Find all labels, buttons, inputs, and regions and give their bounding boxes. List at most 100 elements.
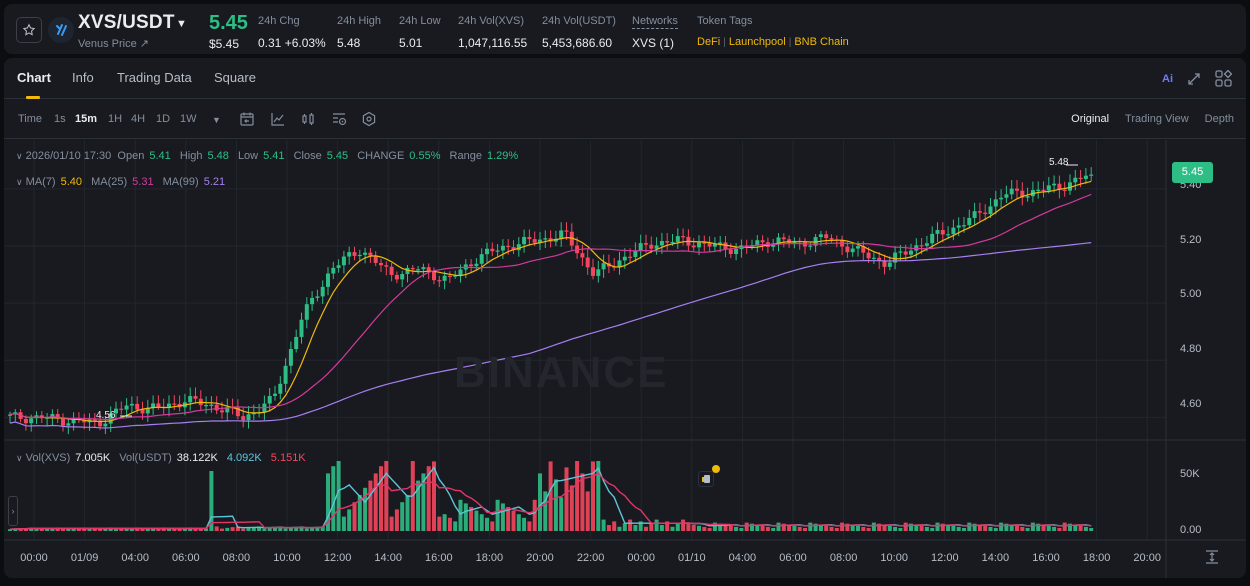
notification-dot xyxy=(712,465,720,473)
view-depth[interactable]: Depth xyxy=(1204,113,1234,125)
legend-label: Open xyxy=(117,150,145,162)
legend-label: MA(99) xyxy=(162,176,199,188)
stat-value: XVS (1) xyxy=(632,36,675,50)
ma-legend[interactable]: ∨ MA(7) 5.40 MA(25) 5.31 MA(99) 5.21 xyxy=(16,176,226,188)
news-button[interactable] xyxy=(698,471,714,487)
legend-vol-usdt: 38.122K xyxy=(176,452,218,464)
y-tick: 5.00 xyxy=(1180,288,1202,300)
stat-label: 24h Vol(XVS) xyxy=(458,15,525,27)
legend-ma99: 5.21 xyxy=(203,176,226,188)
chart-settings-icon[interactable] xyxy=(331,111,347,127)
legend-low: 5.41 xyxy=(263,150,285,162)
x-tick: 12:00 xyxy=(931,552,959,564)
stat-24h-change: 24h Chg 0.31 +6.03% xyxy=(258,15,326,50)
y-tick: 5.20 xyxy=(1180,234,1202,246)
x-tick: 04:00 xyxy=(121,552,149,564)
stat-value: 5.01 xyxy=(399,36,423,50)
interval-15m[interactable]: 15m xyxy=(75,113,98,125)
y-tick: 4.80 xyxy=(1180,343,1202,355)
coin-price-link[interactable]: Venus Price ↗ xyxy=(78,38,149,50)
volume-tick: 0.00 xyxy=(1180,524,1202,536)
stat-24h-vol-base: 24h Vol(XVS) 1,047,116.55 xyxy=(458,15,527,50)
legend-vol-ma1: 4.092K xyxy=(226,452,262,464)
legend-close: 5.45 xyxy=(326,150,349,162)
x-tick: 20:00 xyxy=(526,552,554,564)
legend-label: Low xyxy=(237,150,259,162)
star-icon xyxy=(22,23,36,36)
tag-bnb-chain[interactable]: BNB Chain xyxy=(794,36,849,48)
tab-info[interactable]: Info xyxy=(72,70,94,85)
news-icon xyxy=(702,475,710,483)
binance-watermark: BINANCE xyxy=(454,348,669,397)
legend-vol-ma2: 5.151K xyxy=(270,452,306,464)
stat-value: 5,453,686.60 xyxy=(542,36,613,50)
pair-symbol[interactable]: XVS/USDT xyxy=(78,12,175,33)
coin-logo xyxy=(48,17,74,43)
legend-ma25: 5.31 xyxy=(132,176,154,188)
chart-canvas[interactable]: BINANCE ∨ 2026/01/10 17:30 Open 5.41 High… xyxy=(4,140,1246,578)
x-tick: 14:00 xyxy=(374,552,402,564)
stat-24h-high: 24h High 5.48 xyxy=(337,15,381,50)
tab-chart[interactable]: Chart xyxy=(17,70,51,85)
last-price: 5.45 xyxy=(209,12,248,34)
hexagon-settings-icon[interactable] xyxy=(361,111,377,127)
high-marker: 5.48 xyxy=(1049,157,1069,168)
pair-dropdown-icon[interactable]: ▼ xyxy=(176,18,187,30)
stat-networks[interactable]: Networks XVS (1) xyxy=(632,15,678,50)
last-price-tag: 5.45 xyxy=(1172,162,1213,183)
interval-4h[interactable]: 4H xyxy=(131,113,146,125)
favorite-button[interactable] xyxy=(16,17,42,43)
token-tags: Token Tags DeFi | Launchpool | BNB Chain xyxy=(697,15,849,48)
x-tick: 01/09 xyxy=(70,552,99,564)
interval-1s[interactable]: 1s xyxy=(54,113,66,125)
x-tick: 12:00 xyxy=(323,552,352,564)
legend-label: Vol(XVS) xyxy=(25,452,71,464)
layout-icon[interactable] xyxy=(1215,70,1232,87)
candle-type-icon[interactable] xyxy=(300,111,316,127)
tab-square[interactable]: Square xyxy=(214,70,256,85)
stat-label: 24h Low xyxy=(399,15,441,27)
ai-icon[interactable]: Ai xyxy=(1162,72,1173,85)
legend-label: High xyxy=(179,150,203,162)
legend-label: Vol(USDT) xyxy=(119,452,172,464)
x-tick: 04:00 xyxy=(728,552,757,564)
expand-icon[interactable] xyxy=(1187,72,1201,86)
x-tick: 18:00 xyxy=(1082,552,1111,564)
x-tick: 16:00 xyxy=(1032,552,1060,564)
x-tick: 08:00 xyxy=(829,552,858,564)
volume-tick: 50K xyxy=(1180,468,1200,480)
stat-24h-low: 24h Low 5.01 xyxy=(399,15,441,50)
tag-launchpool[interactable]: Launchpool xyxy=(728,36,786,48)
tab-bar: Chart Info Trading Data Square Ai xyxy=(4,58,1246,99)
x-tick: 22:00 xyxy=(576,552,605,564)
view-original[interactable]: Original xyxy=(1071,113,1110,125)
legend-label: CHANGE xyxy=(357,150,405,162)
x-tick: 10:00 xyxy=(880,552,908,564)
chart-view-switch: Original Trading View Depth xyxy=(1071,113,1234,125)
tab-trading-data[interactable]: Trading Data xyxy=(117,70,192,85)
interval-1d[interactable]: 1D xyxy=(156,113,171,125)
sidebar-expand-handle[interactable]: › xyxy=(8,496,18,526)
interval-1h[interactable]: 1H xyxy=(108,113,123,125)
x-tick: 01/10 xyxy=(678,552,706,564)
interval-dropdown-icon[interactable]: ▼ xyxy=(212,115,221,125)
fit-screen-icon[interactable] xyxy=(1205,550,1219,564)
x-tick: 18:00 xyxy=(475,552,504,564)
chart-panel: Chart Info Trading Data Square Ai Time 1… xyxy=(4,58,1246,578)
indicator-icon[interactable] xyxy=(270,111,286,127)
legend-range: 1.29% xyxy=(486,150,519,162)
tag-defi[interactable]: DeFi xyxy=(697,36,721,48)
x-tick: 06:00 xyxy=(172,552,200,564)
active-tab-indicator xyxy=(26,96,40,99)
chart-toolbar: Time 1s 15m 1H 4H 1D 1W ▼ Original Tradi… xyxy=(4,99,1246,139)
candlestick-chart[interactable] xyxy=(4,140,1246,578)
calendar-icon[interactable] xyxy=(239,111,255,127)
x-tick: 00:00 xyxy=(627,552,655,564)
x-tick: 10:00 xyxy=(273,552,301,564)
legend-label: Close xyxy=(293,150,322,162)
interval-1w[interactable]: 1W xyxy=(180,113,197,125)
volume-legend[interactable]: ∨ Vol(XVS) 7.005K Vol(USDT) 38.122K 4.092K… xyxy=(16,452,306,464)
view-trading-view[interactable]: Trading View xyxy=(1125,113,1189,125)
x-tick: 14:00 xyxy=(981,552,1010,564)
legend-open: 5.41 xyxy=(149,150,171,162)
